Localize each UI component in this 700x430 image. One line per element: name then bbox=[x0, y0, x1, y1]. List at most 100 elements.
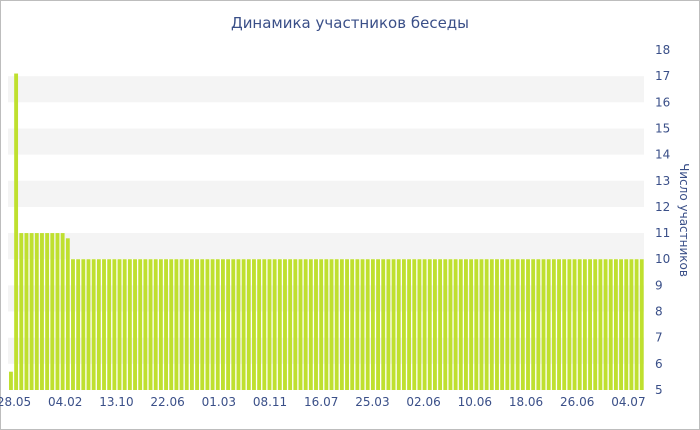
x-tick-label: 01.03 bbox=[202, 395, 236, 409]
y-tick-label: 7 bbox=[655, 331, 663, 345]
bar bbox=[102, 259, 106, 390]
y-tick-label: 12 bbox=[655, 200, 670, 214]
bar bbox=[453, 259, 458, 390]
bar bbox=[334, 259, 339, 390]
bar bbox=[24, 233, 29, 390]
bar bbox=[396, 259, 401, 390]
x-axis-ticks: 28.05 04.02 13.10 22.06 01.03 08.11 16.07 25.03… bbox=[0, 395, 646, 409]
bar bbox=[81, 259, 86, 390]
bar bbox=[117, 259, 122, 390]
bar bbox=[65, 238, 70, 390]
bar bbox=[500, 259, 505, 390]
y-tick-label: 5 bbox=[655, 383, 663, 397]
bar bbox=[231, 259, 236, 390]
bar bbox=[319, 259, 324, 390]
bar bbox=[345, 259, 349, 390]
y-tick-label: 9 bbox=[655, 278, 663, 292]
bar bbox=[314, 259, 318, 390]
bar bbox=[339, 259, 344, 390]
bar bbox=[577, 259, 582, 390]
x-tick-label: 25.03 bbox=[355, 395, 389, 409]
x-tick-label: 13.10 bbox=[99, 395, 133, 409]
bar bbox=[221, 259, 225, 390]
bar bbox=[195, 259, 200, 390]
bar bbox=[474, 259, 479, 390]
y-axis-label: Число участников bbox=[677, 163, 691, 277]
bar bbox=[624, 259, 629, 390]
bar bbox=[448, 259, 453, 390]
bar bbox=[96, 259, 101, 390]
grid-band bbox=[8, 128, 644, 155]
bar bbox=[438, 259, 443, 390]
bar bbox=[608, 259, 613, 390]
y-tick-label: 18 bbox=[655, 43, 670, 57]
bar bbox=[629, 259, 634, 390]
bar bbox=[45, 233, 50, 390]
bar bbox=[515, 259, 520, 390]
y-tick-label: 16 bbox=[655, 95, 670, 109]
bar bbox=[458, 259, 463, 390]
bar bbox=[360, 259, 365, 390]
bar bbox=[391, 259, 396, 390]
bar bbox=[205, 259, 210, 390]
bar bbox=[520, 259, 525, 390]
x-tick-label: 18.06 bbox=[509, 395, 543, 409]
bar bbox=[536, 259, 541, 390]
bar bbox=[257, 259, 262, 390]
bar bbox=[14, 73, 19, 391]
bar bbox=[386, 259, 391, 390]
bar bbox=[582, 259, 587, 390]
bar bbox=[531, 259, 536, 390]
bar bbox=[634, 259, 639, 390]
bar bbox=[562, 259, 567, 390]
bar bbox=[412, 259, 417, 390]
bar bbox=[210, 259, 215, 390]
chart-title: Динамика участников беседы bbox=[231, 14, 469, 32]
bar bbox=[107, 259, 112, 390]
bar bbox=[9, 371, 13, 390]
bar bbox=[572, 259, 577, 390]
bar bbox=[422, 259, 427, 390]
bar bbox=[127, 259, 132, 390]
y-tick-label: 11 bbox=[655, 226, 670, 240]
bar bbox=[619, 259, 624, 390]
bar bbox=[593, 259, 598, 390]
bar bbox=[29, 233, 34, 390]
bar bbox=[112, 259, 117, 390]
bar bbox=[433, 259, 437, 390]
grid-band bbox=[8, 76, 644, 103]
bar bbox=[153, 259, 158, 390]
bar bbox=[613, 259, 618, 390]
y-axis-ticks: 5 6 7 8 9 10 11 12 13 14 15 16 17 18 bbox=[655, 43, 670, 397]
bar bbox=[464, 259, 468, 390]
bar bbox=[91, 259, 96, 390]
bar bbox=[143, 259, 148, 390]
bar bbox=[40, 233, 44, 390]
y-tick-label: 6 bbox=[655, 357, 663, 371]
bar bbox=[215, 259, 220, 390]
bar bbox=[588, 259, 592, 390]
bar bbox=[158, 259, 163, 390]
bar bbox=[505, 259, 510, 390]
bar bbox=[71, 259, 75, 390]
bar bbox=[303, 259, 308, 390]
bar bbox=[184, 259, 189, 390]
bar bbox=[272, 259, 277, 390]
bar bbox=[639, 259, 644, 390]
x-tick-label: 16.07 bbox=[304, 395, 338, 409]
bar bbox=[293, 259, 298, 390]
bar bbox=[252, 259, 256, 390]
bar bbox=[277, 259, 282, 390]
bar bbox=[241, 259, 246, 390]
bar bbox=[34, 233, 39, 390]
x-tick-label: 26.06 bbox=[560, 395, 594, 409]
bar bbox=[246, 259, 251, 390]
bar bbox=[417, 259, 422, 390]
bar bbox=[489, 259, 494, 390]
x-tick-label: 04.02 bbox=[48, 395, 82, 409]
bar bbox=[510, 259, 515, 390]
y-tick-label: 17 bbox=[655, 69, 670, 83]
y-tick-label: 13 bbox=[655, 174, 670, 188]
grid-band bbox=[8, 233, 644, 260]
